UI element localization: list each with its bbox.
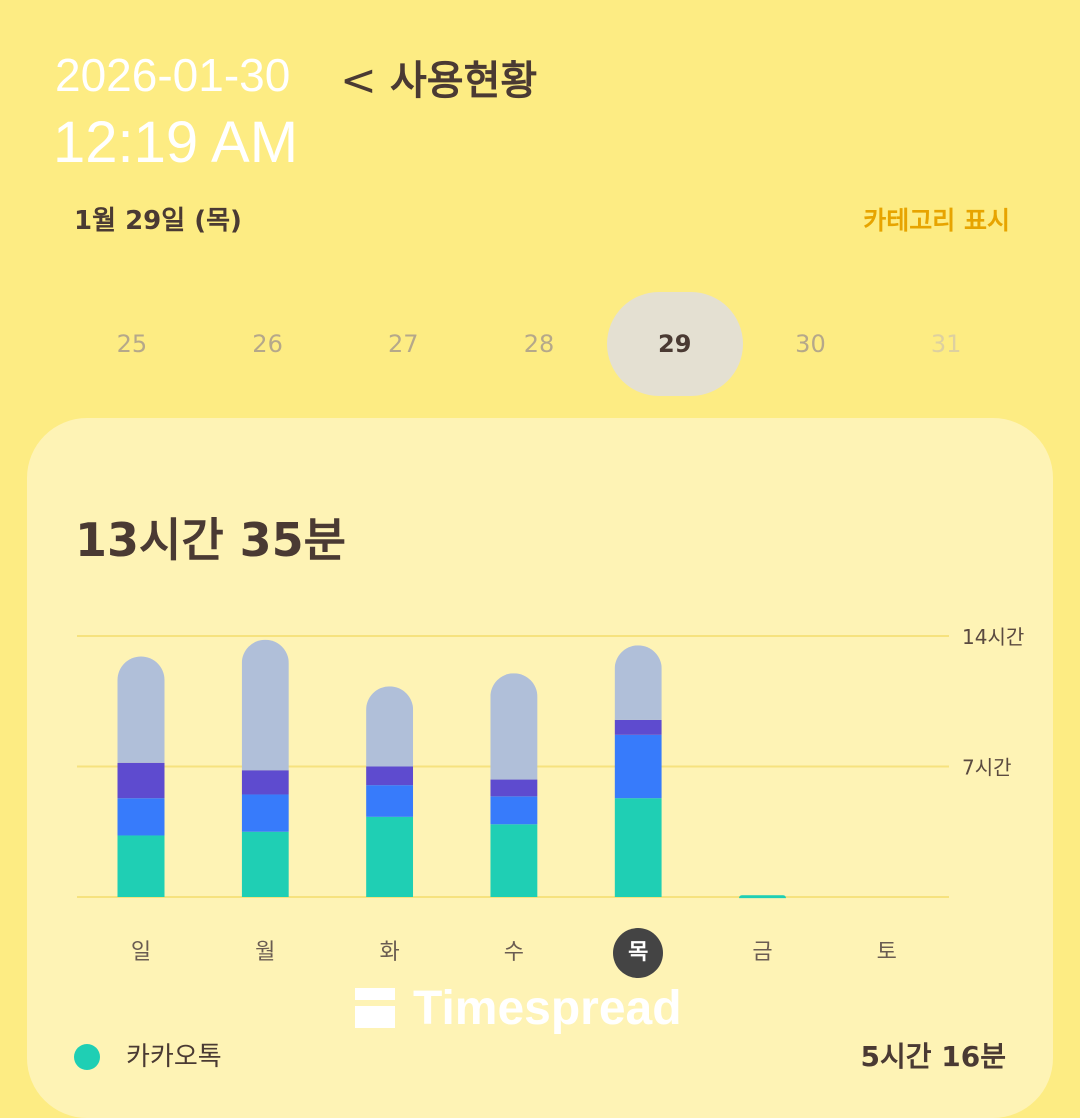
bar-segment: [366, 816, 414, 897]
bar-segment: [490, 779, 538, 797]
watermark: Timespread: [355, 983, 682, 1035]
bar-segment: [614, 719, 662, 735]
x-label-목[interactable]: 목: [613, 928, 664, 978]
bar-segment: [117, 835, 165, 897]
x-label-금[interactable]: 금: [752, 940, 773, 965]
bar-segment: [739, 895, 786, 899]
overlay-date: 2026-01-30: [55, 49, 291, 101]
overlay-time: 12:19 AM: [53, 110, 299, 175]
bar-segment: [614, 734, 662, 799]
day-selector: 25 26 27 28 29 30 31: [64, 292, 1014, 396]
watermark-text: Timespread: [413, 982, 682, 1035]
day-28[interactable]: 28: [523, 330, 555, 358]
bar-segment: [241, 831, 289, 897]
usage-chart: 7시간 14시간: [77, 625, 1024, 899]
x-label-수[interactable]: 수: [503, 940, 525, 965]
day-30[interactable]: 30: [795, 330, 826, 358]
day-25[interactable]: 25: [116, 330, 148, 358]
bar-segment: [117, 798, 165, 836]
x-label-토[interactable]: 토: [876, 940, 897, 965]
bar-일[interactable]: [117, 656, 165, 897]
bar-segment: [366, 686, 414, 767]
bar-segment: [614, 798, 662, 897]
bar-segment: [614, 645, 662, 720]
bar-segment: [366, 766, 414, 786]
legend-dot: [74, 1044, 100, 1070]
bar-segment: [241, 639, 289, 771]
day-26[interactable]: 26: [252, 330, 283, 358]
bar-segment: [117, 656, 165, 763]
y-tick-label: 14시간: [962, 625, 1024, 649]
legend-name: 카카오톡: [126, 1042, 222, 1072]
usage-card: 13시간 35분 7시간 14시간 일 월 화 수 목 금 토 카카오톡 5시간 16분: [27, 418, 1053, 1118]
y-tick-label: 7시간: [962, 756, 1012, 780]
legend-value: 5시간 16분: [860, 1040, 1006, 1073]
bar-segment: [490, 796, 538, 825]
bar-화[interactable]: [366, 686, 414, 897]
day-29[interactable]: 29: [606, 292, 743, 396]
watermark-logo-icon: [355, 988, 395, 1028]
bar-segment: [366, 785, 414, 817]
legend-item[interactable]: 카카오톡 5시간 16분: [74, 1040, 1006, 1074]
category-toggle[interactable]: 카테고리 표시: [863, 206, 1010, 235]
bar-금[interactable]: [739, 895, 786, 899]
bar-수[interactable]: [490, 673, 538, 897]
bar-segment: [490, 673, 538, 780]
day-31[interactable]: 31: [930, 330, 962, 358]
day-27[interactable]: 27: [388, 330, 419, 358]
back-button[interactable]: <: [340, 55, 377, 106]
date-label: 1월 29일 (목): [74, 206, 242, 236]
bar-segment: [490, 824, 538, 897]
x-label-화[interactable]: 화: [379, 940, 400, 965]
bar-목[interactable]: [614, 645, 662, 897]
bar-월[interactable]: [241, 639, 289, 897]
page-title: 사용현황: [390, 58, 538, 104]
x-label-일[interactable]: 일: [130, 940, 152, 965]
bar-segment: [117, 762, 165, 799]
bar-segment: [241, 770, 289, 795]
bar-segment: [241, 794, 289, 832]
total-usage: 13시간 35분: [75, 513, 347, 567]
x-label-월[interactable]: 월: [255, 940, 276, 965]
